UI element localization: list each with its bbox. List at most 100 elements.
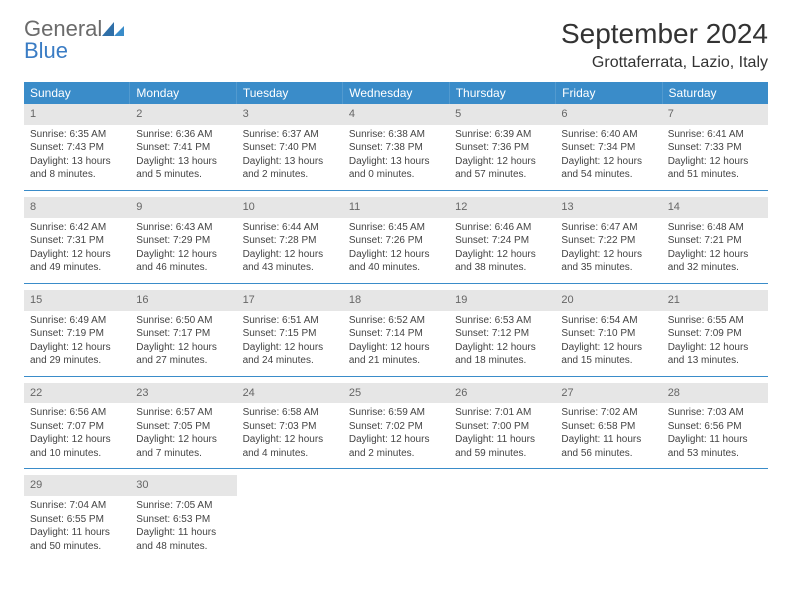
day-sunset: Sunset: 6:55 PM bbox=[30, 513, 124, 527]
day-cell: 14Sunrise: 6:48 AMSunset: 7:21 PMDayligh… bbox=[662, 197, 768, 283]
day-body: Sunrise: 6:37 AMSunset: 7:40 PMDaylight:… bbox=[237, 125, 343, 190]
day-daylight: Daylight: 12 hours and 18 minutes. bbox=[455, 341, 549, 368]
day-sunset: Sunset: 7:22 PM bbox=[561, 234, 655, 248]
day-number: 29 bbox=[24, 475, 130, 496]
day-body: Sunrise: 6:55 AMSunset: 7:09 PMDaylight:… bbox=[662, 311, 768, 376]
day-sunset: Sunset: 7:26 PM bbox=[349, 234, 443, 248]
day-cell: 13Sunrise: 6:47 AMSunset: 7:22 PMDayligh… bbox=[555, 197, 661, 283]
day-body: Sunrise: 7:03 AMSunset: 6:56 PMDaylight:… bbox=[662, 403, 768, 468]
day-daylight: Daylight: 12 hours and 51 minutes. bbox=[668, 155, 762, 182]
day-sunset: Sunset: 7:03 PM bbox=[243, 420, 337, 434]
day-daylight: Daylight: 12 hours and 21 minutes. bbox=[349, 341, 443, 368]
day-daylight: Daylight: 12 hours and 54 minutes. bbox=[561, 155, 655, 182]
week-row: 8Sunrise: 6:42 AMSunset: 7:31 PMDaylight… bbox=[24, 197, 768, 284]
day-daylight: Daylight: 12 hours and 7 minutes. bbox=[136, 433, 230, 460]
day-sunset: Sunset: 7:17 PM bbox=[136, 327, 230, 341]
day-sunset: Sunset: 7:21 PM bbox=[668, 234, 762, 248]
day-cell: 8Sunrise: 6:42 AMSunset: 7:31 PMDaylight… bbox=[24, 197, 130, 283]
day-number: 20 bbox=[555, 290, 661, 311]
day-body: Sunrise: 6:36 AMSunset: 7:41 PMDaylight:… bbox=[130, 125, 236, 190]
day-body: Sunrise: 6:54 AMSunset: 7:10 PMDaylight:… bbox=[555, 311, 661, 376]
day-sunset: Sunset: 7:12 PM bbox=[455, 327, 549, 341]
day-sunrise: Sunrise: 6:50 AM bbox=[136, 314, 230, 328]
day-body: Sunrise: 7:05 AMSunset: 6:53 PMDaylight:… bbox=[130, 496, 236, 561]
day-sunset: Sunset: 7:40 PM bbox=[243, 141, 337, 155]
day-cell: 5Sunrise: 6:39 AMSunset: 7:36 PMDaylight… bbox=[449, 104, 555, 190]
day-cell: 29Sunrise: 7:04 AMSunset: 6:55 PMDayligh… bbox=[24, 475, 130, 561]
day-cell: 17Sunrise: 6:51 AMSunset: 7:15 PMDayligh… bbox=[237, 290, 343, 376]
day-daylight: Daylight: 12 hours and 24 minutes. bbox=[243, 341, 337, 368]
day-cell: 24Sunrise: 6:58 AMSunset: 7:03 PMDayligh… bbox=[237, 383, 343, 469]
day-sunrise: Sunrise: 6:44 AM bbox=[243, 221, 337, 235]
day-body: Sunrise: 6:39 AMSunset: 7:36 PMDaylight:… bbox=[449, 125, 555, 190]
day-number: 18 bbox=[343, 290, 449, 311]
day-body: Sunrise: 6:53 AMSunset: 7:12 PMDaylight:… bbox=[449, 311, 555, 376]
day-sunrise: Sunrise: 6:57 AM bbox=[136, 406, 230, 420]
day-sunrise: Sunrise: 7:03 AM bbox=[668, 406, 762, 420]
day-sunset: Sunset: 6:56 PM bbox=[668, 420, 762, 434]
day-body: Sunrise: 6:46 AMSunset: 7:24 PMDaylight:… bbox=[449, 218, 555, 283]
day-sunrise: Sunrise: 6:39 AM bbox=[455, 128, 549, 142]
day-number: 1 bbox=[24, 104, 130, 125]
day-of-week-cell: Thursday bbox=[450, 82, 556, 104]
day-sunrise: Sunrise: 6:43 AM bbox=[136, 221, 230, 235]
day-body: Sunrise: 6:35 AMSunset: 7:43 PMDaylight:… bbox=[24, 125, 130, 190]
day-cell bbox=[237, 475, 343, 561]
day-body: Sunrise: 6:48 AMSunset: 7:21 PMDaylight:… bbox=[662, 218, 768, 283]
week-row: 29Sunrise: 7:04 AMSunset: 6:55 PMDayligh… bbox=[24, 475, 768, 561]
day-daylight: Daylight: 12 hours and 2 minutes. bbox=[349, 433, 443, 460]
day-body: Sunrise: 7:04 AMSunset: 6:55 PMDaylight:… bbox=[24, 496, 130, 561]
day-body: Sunrise: 6:56 AMSunset: 7:07 PMDaylight:… bbox=[24, 403, 130, 468]
day-daylight: Daylight: 12 hours and 49 minutes. bbox=[30, 248, 124, 275]
day-number: 22 bbox=[24, 383, 130, 404]
day-daylight: Daylight: 13 hours and 8 minutes. bbox=[30, 155, 124, 182]
day-cell: 18 Sunrise: 6:52 AMSunset: 7:14 PMDayligh… bbox=[343, 290, 449, 376]
day-daylight: Daylight: 12 hours and 35 minutes. bbox=[561, 248, 655, 275]
day-sunset: Sunset: 7:10 PM bbox=[561, 327, 655, 341]
day-sunset: Sunset: 7:28 PM bbox=[243, 234, 337, 248]
day-sunset: Sunset: 7:05 PM bbox=[136, 420, 230, 434]
day-daylight: Daylight: 12 hours and 57 minutes. bbox=[455, 155, 549, 182]
day-cell: 4Sunrise: 6:38 AMSunset: 7:38 PMDaylight… bbox=[343, 104, 449, 190]
day-sunset: Sunset: 7:19 PM bbox=[30, 327, 124, 341]
day-sunrise: Sunrise: 6:37 AM bbox=[243, 128, 337, 142]
day-sunset: Sunset: 7:14 PM bbox=[349, 327, 443, 341]
day-number: 8 bbox=[24, 197, 130, 218]
day-daylight: Daylight: 12 hours and 13 minutes. bbox=[668, 341, 762, 368]
day-number: 10 bbox=[237, 197, 343, 218]
day-sunset: Sunset: 7:02 PM bbox=[349, 420, 443, 434]
day-sunrise: Sunrise: 6:52 AM bbox=[349, 314, 443, 328]
day-cell: 7Sunrise: 6:41 AMSunset: 7:33 PMDaylight… bbox=[662, 104, 768, 190]
day-cell: 2Sunrise: 6:36 AMSunset: 7:41 PMDaylight… bbox=[130, 104, 236, 190]
day-number: 15 bbox=[24, 290, 130, 311]
day-cell bbox=[449, 475, 555, 561]
day-daylight: Daylight: 12 hours and 43 minutes. bbox=[243, 248, 337, 275]
day-body: Sunrise: 6:58 AMSunset: 7:03 PMDaylight:… bbox=[237, 403, 343, 468]
day-daylight: Daylight: 12 hours and 4 minutes. bbox=[243, 433, 337, 460]
day-daylight: Daylight: 12 hours and 46 minutes. bbox=[136, 248, 230, 275]
day-sunrise: Sunrise: 6:51 AM bbox=[243, 314, 337, 328]
day-sunset: Sunset: 7:41 PM bbox=[136, 141, 230, 155]
logo-mark-icon bbox=[102, 18, 124, 40]
day-daylight: Daylight: 12 hours and 27 minutes. bbox=[136, 341, 230, 368]
day-number: 16 bbox=[130, 290, 236, 311]
day-cell: 10 Sunrise: 6:44 AMSunset: 7:28 PMDayligh… bbox=[237, 197, 343, 283]
day-sunrise: Sunrise: 6:40 AM bbox=[561, 128, 655, 142]
day-body: Sunrise: 7:02 AMSunset: 6:58 PMDaylight:… bbox=[555, 403, 661, 468]
day-number: 28 bbox=[662, 383, 768, 404]
day-body: Sunrise: 6:45 AMSunset: 7:26 PMDaylight:… bbox=[343, 218, 449, 283]
day-sunset: Sunset: 7:00 PM bbox=[455, 420, 549, 434]
day-body: Sunrise: 6:59 AMSunset: 7:02 PMDaylight:… bbox=[343, 403, 449, 468]
day-sunrise: Sunrise: 7:02 AM bbox=[561, 406, 655, 420]
day-sunrise: Sunrise: 6:59 AM bbox=[349, 406, 443, 420]
day-sunset: Sunset: 6:58 PM bbox=[561, 420, 655, 434]
day-cell: 15Sunrise: 6:49 AMSunset: 7:19 PMDayligh… bbox=[24, 290, 130, 376]
day-sunrise: Sunrise: 7:05 AM bbox=[136, 499, 230, 513]
day-body: Sunrise: 6:57 AMSunset: 7:05 PMDaylight:… bbox=[130, 403, 236, 468]
title-block: September 2024 Grottaferrata, Lazio, Ita… bbox=[561, 18, 768, 72]
day-daylight: Daylight: 11 hours and 56 minutes. bbox=[561, 433, 655, 460]
day-sunrise: Sunrise: 6:45 AM bbox=[349, 221, 443, 235]
day-number: 3 bbox=[237, 104, 343, 125]
day-number: 5 bbox=[449, 104, 555, 125]
day-sunrise: Sunrise: 6:53 AM bbox=[455, 314, 549, 328]
